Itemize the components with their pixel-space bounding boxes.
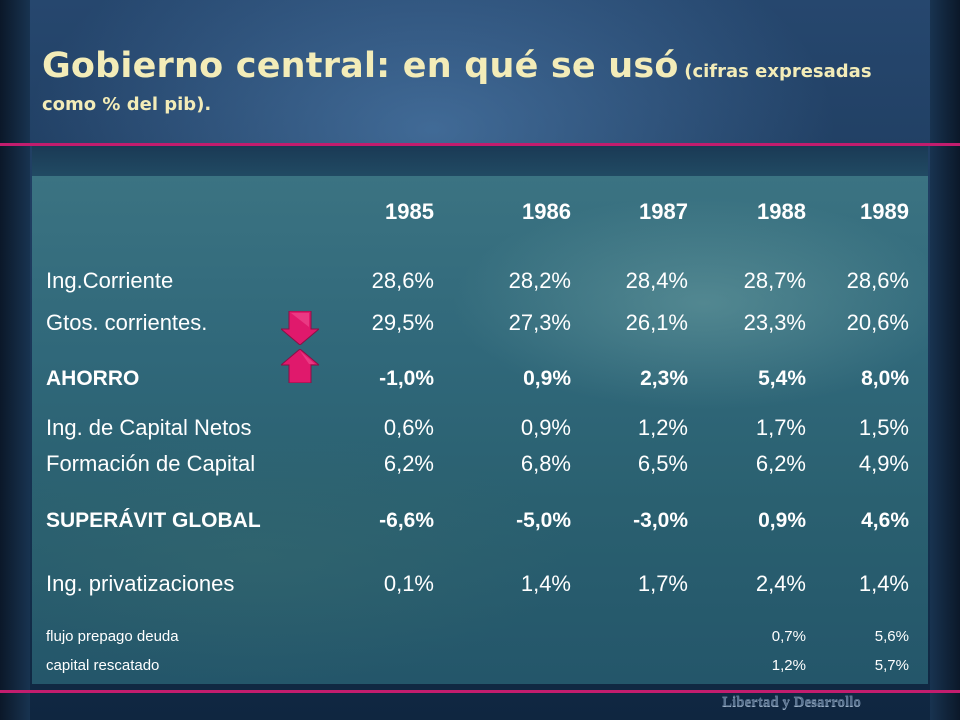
table-cell: 8,0% [861, 367, 909, 390]
table-cell: 28,4% [625, 268, 688, 293]
left-edge-shadow [0, 0, 30, 720]
row-label: Gtos. corrientes. [46, 310, 208, 335]
row-label: Ing.Corriente [46, 268, 174, 293]
table-cell: 4,9% [858, 451, 909, 476]
table-cell: 5,6% [874, 628, 909, 645]
table-cell: 6,5% [637, 451, 688, 476]
row-label: Ing. de Capital Netos [46, 415, 252, 440]
year-header: 1988 [757, 199, 806, 224]
table-cell: 28,7% [743, 268, 806, 293]
table-cell: 28,6% [846, 268, 909, 293]
table-cell: 4,6% [861, 509, 909, 532]
table-cell: -3,0% [633, 509, 688, 532]
table-cell: 2,3% [640, 367, 688, 390]
table-cell: 0,9% [523, 367, 571, 390]
table-cell: 2,4% [755, 571, 806, 596]
table-cell: 1,4% [520, 571, 571, 596]
table-cell: 1,5% [858, 415, 909, 440]
table-cell: 27,3% [508, 310, 571, 335]
row-label: AHORRO [46, 367, 140, 390]
row-label: Ing. privatizaciones [46, 571, 235, 596]
table-cell: 28,2% [508, 268, 571, 293]
year-header: 1987 [639, 199, 688, 224]
table-cell: 6,2% [755, 451, 806, 476]
table-cell: 23,3% [743, 310, 806, 335]
table-cell: 6,8% [520, 451, 571, 476]
year-header: 1989 [860, 199, 909, 224]
table-cell: 1,7% [637, 571, 688, 596]
right-edge-shadow [930, 0, 960, 720]
table-cell: 28,6% [371, 268, 434, 293]
table-cell: 0,1% [383, 571, 434, 596]
table-panel [32, 176, 928, 684]
title-subtitle-part1: (cifras expresadas [684, 61, 872, 82]
title-main: Gobierno central: en qué se usó [42, 46, 679, 86]
year-header: 1986 [522, 199, 571, 224]
row-label: SUPERÁVIT GLOBAL [46, 509, 261, 532]
table-cell: 5,7% [874, 657, 909, 674]
table-cell: 0,7% [771, 628, 806, 645]
table-cell: 1,2% [771, 657, 806, 674]
bottom-divider [0, 690, 960, 693]
table-header-band [32, 146, 928, 176]
table-cell: 0,9% [758, 509, 806, 532]
table-cell: -5,0% [516, 509, 571, 532]
table-cell: 1,4% [858, 571, 909, 596]
table-cell: 20,6% [846, 310, 909, 335]
year-header: 1985 [385, 199, 434, 224]
footer-logo-text: Libertad y Desarrollo [722, 694, 861, 710]
table-cell: -1,0% [379, 367, 434, 390]
row-label: capital rescatado [46, 657, 160, 674]
table-cell: -6,6% [379, 509, 434, 532]
title-subtitle-part2: como % del pib). [42, 94, 212, 115]
slide-title: Gobierno central: en qué se usó (cifras … [42, 46, 932, 115]
table-cell: 6,2% [383, 451, 434, 476]
row-label: Formación de Capital [46, 451, 256, 476]
table-cell: 1,2% [637, 415, 688, 440]
table-cell: 0,6% [383, 415, 434, 440]
arrow-down-icon [281, 311, 319, 345]
table-cell: 0,9% [520, 415, 571, 440]
arrow-up-icon [281, 349, 319, 383]
table-cell: 1,7% [755, 415, 806, 440]
table-cell: 29,5% [371, 310, 434, 335]
row-label: flujo prepago deuda [46, 628, 179, 645]
table-cell: 5,4% [758, 367, 806, 390]
table-cell: 26,1% [625, 310, 688, 335]
top-divider [0, 143, 960, 146]
